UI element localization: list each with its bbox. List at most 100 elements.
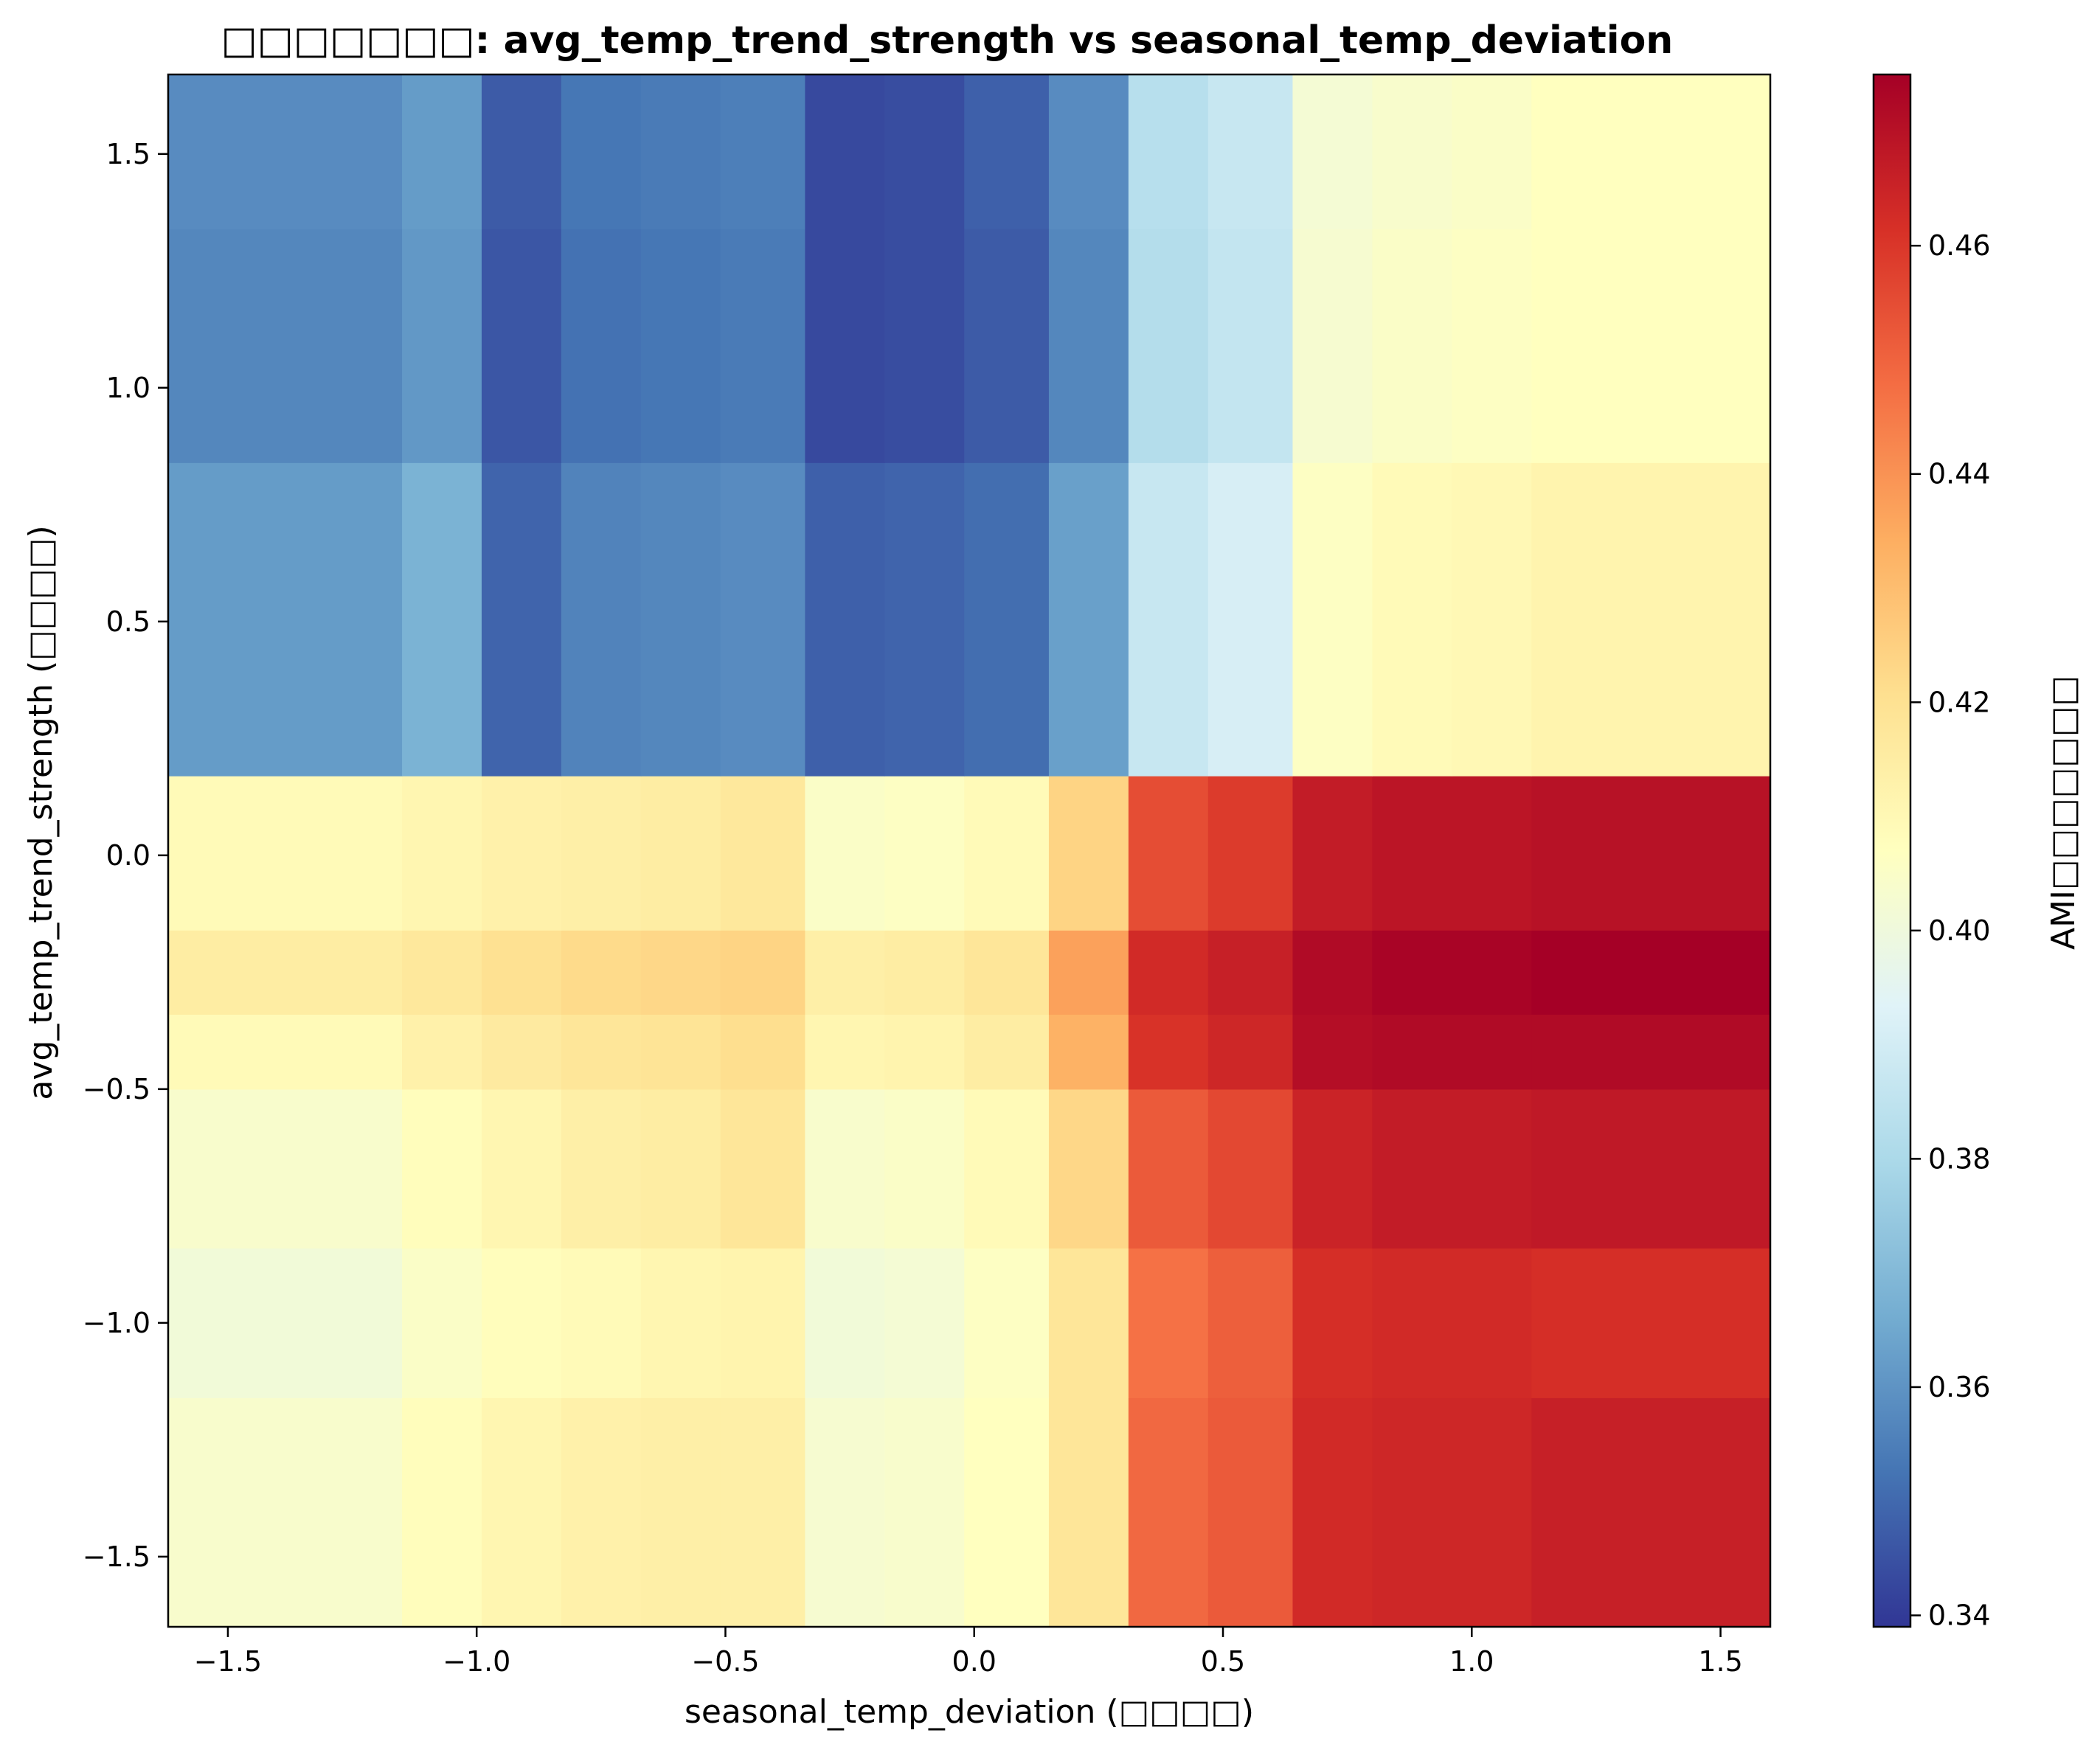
- heatmap-cell: [884, 1014, 965, 1090]
- heatmap-cell: [1128, 1248, 1209, 1398]
- heatmap-cell: [1048, 930, 1129, 1015]
- heatmap-cell: [964, 1088, 1050, 1249]
- heatmap-cell: [402, 1014, 482, 1090]
- heatmap-cell: [964, 462, 1050, 777]
- heatmap-cell: [561, 1248, 642, 1398]
- heatmap-cell: [1372, 1014, 1452, 1090]
- heatmap-cell: [884, 1248, 965, 1398]
- heatmap-cell: [481, 1014, 562, 1090]
- colorbar-tick-label: 0.44: [1928, 458, 1991, 490]
- colorbar-tick-label: 0.38: [1928, 1142, 1991, 1175]
- heatmap-cell: [1128, 776, 1209, 931]
- heatmap-cell: [1372, 462, 1452, 777]
- heatmap-cell: [964, 1014, 1050, 1090]
- heatmap-cell: [481, 1397, 562, 1628]
- heatmap-cell: [1452, 229, 1532, 463]
- heatmap-cell: [1292, 462, 1373, 777]
- heatmap-cell: [805, 462, 885, 777]
- y-tick-label: 0.0: [106, 839, 150, 872]
- heatmap-cell: [1372, 1248, 1452, 1398]
- heatmap-cell: [720, 930, 805, 1015]
- heatmap-cell: [1207, 229, 1294, 463]
- x-tick-label: 0.5: [1201, 1645, 1245, 1678]
- colorbar-tick-label: 0.40: [1928, 914, 1991, 947]
- heatmap-cell: [1372, 1088, 1452, 1249]
- heatmap-cell: [964, 229, 1050, 463]
- heatmap-cell: [402, 930, 482, 1015]
- heatmap-cell: [168, 1088, 403, 1249]
- heatmap-cell: [168, 1397, 403, 1628]
- heatmap-cell: [720, 1397, 805, 1628]
- heatmap-cell: [1128, 74, 1209, 229]
- heatmap-cell: [640, 1088, 721, 1249]
- y-axis-ticks: −1.5 −1.0 −0.5 0.0 0.5 1.0 1.5: [83, 138, 168, 1573]
- x-tick-label: 1.5: [1698, 1645, 1742, 1678]
- heatmap-cell: [640, 1014, 721, 1090]
- heatmap-cell: [1531, 462, 1771, 777]
- heatmap-cell: [884, 776, 965, 931]
- heatmap-cell: [1452, 930, 1532, 1015]
- x-tick-label: −0.5: [691, 1645, 759, 1678]
- heatmap-cell: [402, 462, 482, 777]
- heatmap-cell: [168, 1248, 403, 1398]
- heatmap-cell: [1372, 229, 1452, 463]
- heatmap-cell: [964, 74, 1050, 229]
- heatmap-cell: [168, 462, 403, 777]
- heatmap-cell: [805, 1088, 885, 1249]
- plot-frame: [167, 73, 1772, 1628]
- heatmap-cell: [805, 229, 885, 463]
- heatmap-cell: [1128, 930, 1209, 1015]
- heatmap-cell: [884, 229, 965, 463]
- x-axis-ticks: −1.5 −1.0 −0.5 0.0 0.5 1.0 1.5: [194, 1627, 1743, 1678]
- heatmap-cell: [1048, 776, 1129, 931]
- heatmap-cell: [1048, 1397, 1129, 1628]
- heatmap-cell: [1128, 229, 1209, 463]
- heatmap-cell: [1372, 1397, 1452, 1628]
- heatmap-cell: [1292, 229, 1373, 463]
- y-tick-label: 1.0: [106, 372, 150, 404]
- heatmap-cell: [561, 1014, 642, 1090]
- heatmap-cell: [640, 74, 721, 229]
- heatmap-cell: [1207, 1397, 1294, 1628]
- y-tick-label: 1.5: [106, 138, 150, 170]
- x-tick-label: 1.0: [1449, 1645, 1494, 1678]
- heatmap-cell: [720, 1014, 805, 1090]
- heatmap-cell: [1531, 1397, 1771, 1628]
- colorbar: [1874, 74, 1910, 1627]
- heatmap-cell: [481, 229, 562, 463]
- heatmap-cell: [884, 462, 965, 777]
- heatmap-cell: [720, 1088, 805, 1249]
- heatmap-cell: [561, 776, 642, 931]
- heatmap-cell: [805, 930, 885, 1015]
- heatmap-cell: [884, 74, 965, 229]
- heatmap-cell: [1292, 930, 1373, 1015]
- heatmap-cell: [1048, 1014, 1129, 1090]
- heatmap-cell: [481, 776, 562, 931]
- heatmap-cell: [1292, 74, 1373, 229]
- heatmap-cell: [402, 1248, 482, 1398]
- x-tick-label: −1.5: [194, 1645, 262, 1678]
- heatmap-cell: [1452, 1088, 1532, 1249]
- heatmap-cell: [1531, 1014, 1771, 1090]
- heatmap-cell: [1048, 229, 1129, 463]
- heatmap-cell: [1531, 229, 1771, 463]
- heatmap-cell: [884, 1088, 965, 1249]
- heatmap-cell: [481, 930, 562, 1015]
- heatmap-cell: [1207, 1014, 1294, 1090]
- colorbar-frame: [1872, 73, 1912, 1628]
- heatmap-cell: [1531, 1088, 1771, 1249]
- heatmap-cell: [1531, 74, 1771, 229]
- heatmap-cell: [561, 74, 642, 229]
- colorbar-tick-label: 0.46: [1928, 229, 1991, 262]
- heatmap-cell: [720, 462, 805, 777]
- heatmap-cell: [720, 229, 805, 463]
- heatmap-cells: [168, 74, 1771, 1628]
- heatmap-cell: [402, 229, 482, 463]
- heatmap-cell: [964, 1248, 1050, 1398]
- heatmap-cell: [964, 776, 1050, 931]
- heatmap-cell: [640, 462, 721, 777]
- x-tick-label: −1.0: [443, 1645, 510, 1678]
- heatmap-cell: [1531, 1248, 1771, 1398]
- colorbar-tick-label: 0.34: [1928, 1600, 1991, 1632]
- heatmap-cell: [884, 1397, 965, 1628]
